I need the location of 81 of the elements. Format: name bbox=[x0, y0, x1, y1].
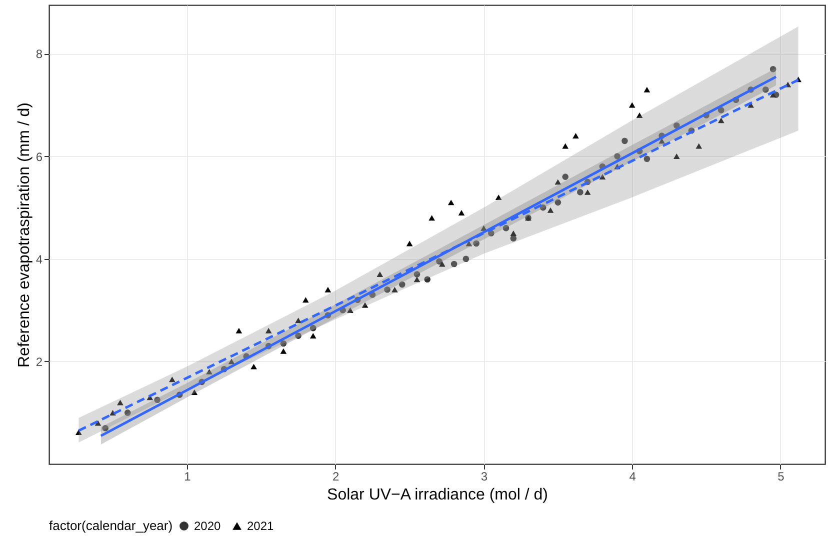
point bbox=[450, 260, 458, 268]
point bbox=[398, 281, 406, 288]
point bbox=[658, 138, 665, 144]
legend-title: factor(calendar_year) bbox=[49, 518, 173, 533]
point bbox=[696, 143, 702, 149]
point bbox=[584, 189, 591, 195]
point bbox=[392, 286, 398, 292]
point bbox=[117, 400, 124, 406]
point bbox=[448, 200, 454, 206]
x-tick-label: 4 bbox=[629, 470, 636, 484]
point bbox=[762, 86, 769, 93]
point bbox=[718, 106, 724, 114]
point bbox=[154, 396, 160, 404]
point bbox=[414, 276, 420, 282]
point bbox=[718, 118, 724, 124]
point bbox=[436, 258, 442, 265]
point bbox=[250, 364, 257, 370]
legend-label: 2020 bbox=[194, 519, 222, 533]
point bbox=[76, 429, 82, 435]
y-tick-label: 8 bbox=[36, 47, 43, 62]
legend-label: 2021 bbox=[247, 519, 274, 533]
point bbox=[510, 230, 517, 236]
point bbox=[280, 340, 287, 347]
point bbox=[562, 174, 569, 180]
point bbox=[424, 276, 431, 283]
point bbox=[458, 210, 465, 216]
point bbox=[770, 92, 776, 98]
point bbox=[295, 332, 302, 339]
point bbox=[124, 410, 131, 416]
point bbox=[644, 86, 650, 92]
point bbox=[302, 297, 309, 303]
point bbox=[495, 194, 502, 200]
point bbox=[599, 174, 606, 180]
point bbox=[347, 307, 354, 313]
point bbox=[265, 328, 272, 334]
point bbox=[384, 286, 390, 293]
point bbox=[310, 324, 316, 332]
point bbox=[428, 215, 435, 221]
point bbox=[310, 333, 316, 339]
point bbox=[414, 271, 420, 278]
point bbox=[510, 235, 517, 242]
point bbox=[502, 224, 510, 232]
point bbox=[102, 424, 109, 432]
point bbox=[577, 189, 584, 196]
point bbox=[236, 328, 242, 334]
x-tick-label: 5 bbox=[778, 470, 785, 484]
point bbox=[228, 358, 235, 364]
y-axis-title: Reference evapotraspiration (mm / d) bbox=[16, 102, 33, 368]
point bbox=[636, 112, 643, 118]
point bbox=[562, 143, 569, 149]
point bbox=[628, 102, 636, 108]
point bbox=[554, 179, 562, 185]
point bbox=[462, 256, 470, 262]
x-tick-label: 1 bbox=[184, 470, 192, 484]
point bbox=[324, 286, 332, 292]
point bbox=[473, 240, 480, 247]
point bbox=[554, 199, 562, 206]
point bbox=[572, 133, 579, 139]
point bbox=[280, 348, 287, 354]
point bbox=[406, 240, 413, 246]
point bbox=[770, 66, 776, 72]
point bbox=[622, 138, 628, 144]
y-tick-label: 4 bbox=[36, 252, 43, 266]
point bbox=[644, 156, 650, 162]
point bbox=[206, 368, 212, 374]
point bbox=[439, 261, 446, 267]
point bbox=[466, 240, 472, 246]
point bbox=[673, 154, 680, 160]
point bbox=[547, 207, 554, 213]
point bbox=[614, 153, 620, 160]
point bbox=[295, 318, 302, 324]
x-axis-title: Solar UV−A irradiance (mol / d) bbox=[327, 486, 548, 504]
point bbox=[673, 122, 680, 129]
x-tick-label: 2 bbox=[332, 470, 340, 484]
y-tick-label: 6 bbox=[36, 150, 43, 164]
point bbox=[168, 376, 176, 382]
x-tick-label: 3 bbox=[480, 470, 488, 484]
y-tick-label: 2 bbox=[36, 354, 43, 369]
point bbox=[362, 302, 368, 308]
point bbox=[191, 389, 198, 395]
point bbox=[376, 272, 384, 277]
